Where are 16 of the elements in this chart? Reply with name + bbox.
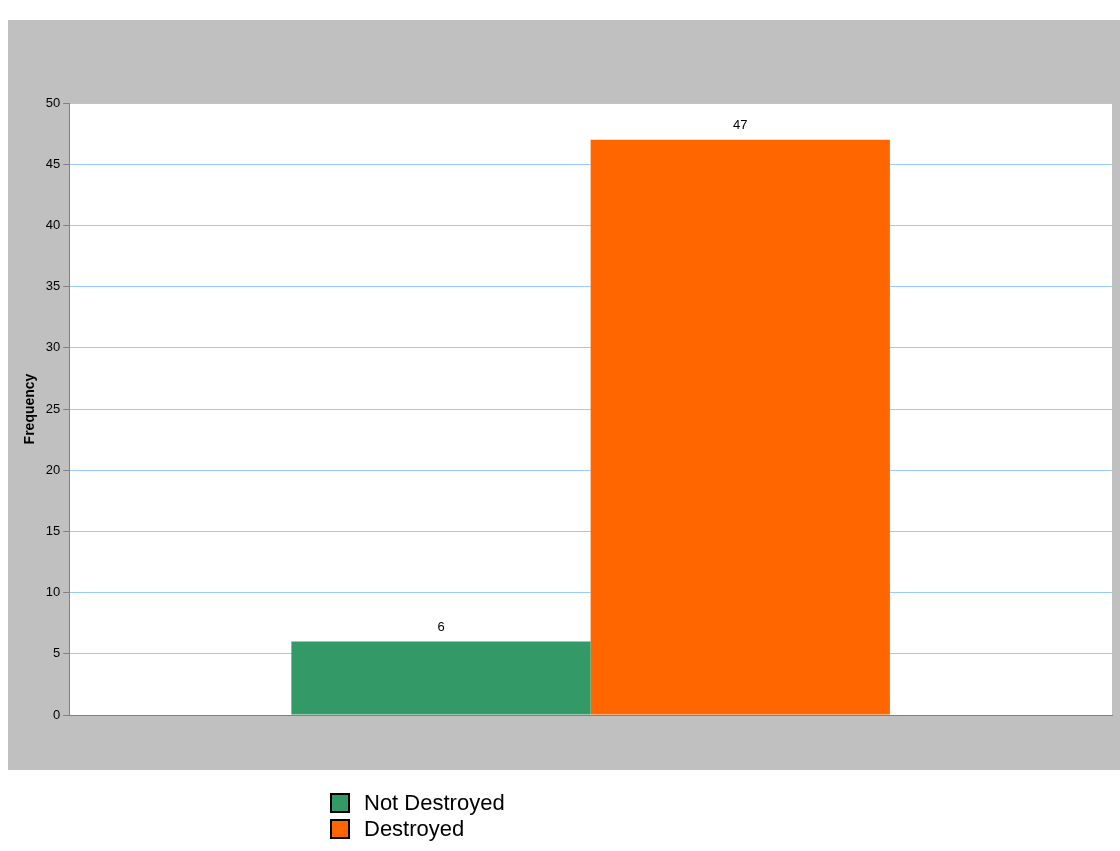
- y-tick-label: 40: [45, 216, 61, 232]
- y-tick-label: 45: [45, 155, 61, 171]
- data-label: 47: [733, 116, 748, 132]
- y-tick-label: 35: [45, 278, 61, 294]
- y-tick-label: 25: [45, 400, 61, 416]
- y-tick-label: 5: [53, 645, 61, 661]
- y-tick-label: 30: [45, 339, 61, 355]
- y-tick-label: 50: [45, 94, 61, 110]
- y-tick-label: 0: [53, 706, 61, 722]
- y-tick-label: 20: [45, 461, 61, 477]
- legend-label: Destroyed: [364, 816, 465, 842]
- y-axis-title: Frequency: [21, 373, 38, 445]
- y-tick-label: 10: [45, 584, 61, 600]
- data-label: 6: [437, 618, 445, 634]
- legend-label: Not Destroyed: [364, 790, 505, 816]
- y-tick-label: 15: [45, 522, 61, 538]
